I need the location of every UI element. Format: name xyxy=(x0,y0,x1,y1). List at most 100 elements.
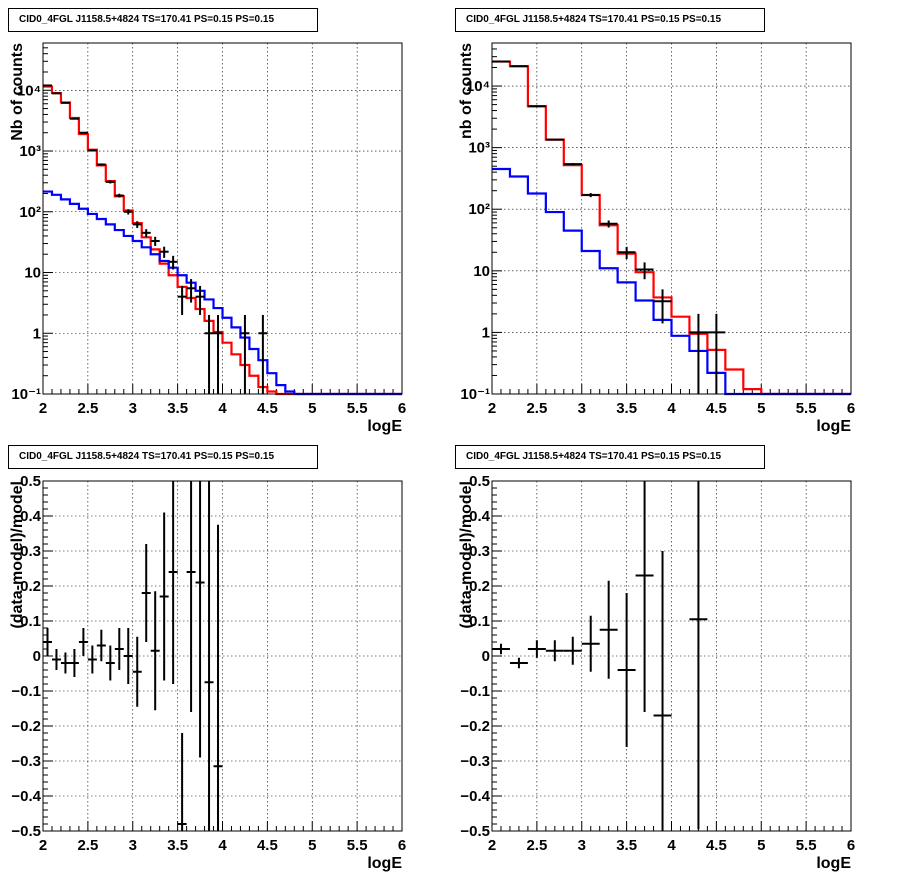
x-tick-label: 3.5 xyxy=(167,400,188,417)
data-point xyxy=(528,640,546,658)
data-point xyxy=(88,646,97,674)
pad-title: CID0_4FGL J1158.5+4824 TS=170.41 PS=0.15… xyxy=(8,8,318,32)
y-tick-label: 10² xyxy=(19,204,41,221)
data-point xyxy=(689,481,707,829)
x-tick-label: 5 xyxy=(757,400,765,417)
y-tick-label: −0.4 xyxy=(460,788,490,805)
y-tick-label: 10³ xyxy=(468,140,490,157)
x-tick-label: 4.5 xyxy=(257,837,278,854)
data-point xyxy=(707,314,725,394)
data-point xyxy=(546,139,564,140)
x-axis-label: logE xyxy=(367,418,402,435)
data-point xyxy=(133,637,142,707)
data-point xyxy=(97,163,106,165)
x-axis-label: logE xyxy=(367,855,402,872)
data-point xyxy=(142,544,151,642)
y-tick-label: 10² xyxy=(468,201,490,218)
x-tick-label: 6 xyxy=(847,400,855,417)
y-tick-label: 1 xyxy=(33,325,41,342)
data-point xyxy=(70,118,79,119)
x-tick-label: 5 xyxy=(308,400,316,417)
x-tick-label: 5 xyxy=(308,837,316,854)
data-point xyxy=(79,628,88,656)
data-point xyxy=(70,649,79,677)
x-tick-label: 2.5 xyxy=(77,837,98,854)
data-point xyxy=(169,481,178,684)
x-tick-label: 2.5 xyxy=(526,400,547,417)
x-tick-label: 5.5 xyxy=(796,837,817,854)
data-point xyxy=(88,150,97,152)
pad-title: CID0_4FGL J1158.5+4824 TS=170.41 PS=0.15… xyxy=(455,8,765,32)
x-tick-label: 2.5 xyxy=(77,400,98,417)
data-point xyxy=(510,658,528,669)
data-point xyxy=(187,481,196,712)
x-tick-label: 3.5 xyxy=(616,837,637,854)
y-tick-label: −0.2 xyxy=(460,718,490,735)
x-tick-label: 3.5 xyxy=(167,837,188,854)
y-tick-label: 10⁻¹ xyxy=(11,386,41,403)
data-point xyxy=(618,593,636,747)
y-tick-label: −0.1 xyxy=(460,683,490,700)
data-point xyxy=(636,481,654,712)
y-axis-label: nb of counts xyxy=(458,43,475,139)
x-tick-label: 5.5 xyxy=(347,400,368,417)
x-tick-label: 5.5 xyxy=(796,400,817,417)
data-point xyxy=(160,247,169,258)
data-point xyxy=(546,640,564,661)
y-tick-label: −0.2 xyxy=(11,718,41,735)
y-tick-label: −0.5 xyxy=(11,823,41,840)
data-point xyxy=(618,247,636,259)
y-tick-label: 0 xyxy=(482,648,490,665)
y-tick-label: 10 xyxy=(473,263,490,280)
data-point xyxy=(178,286,187,315)
data-point xyxy=(258,315,267,394)
y-tick-label: 10 xyxy=(24,265,41,282)
pad-title: CID0_4FGL J1158.5+4824 TS=170.41 PS=0.15… xyxy=(8,445,318,469)
x-tick-label: 3 xyxy=(578,400,586,417)
x-tick-label: 4 xyxy=(667,837,676,854)
data-point xyxy=(528,106,546,107)
data-point xyxy=(115,628,124,670)
data-point xyxy=(205,315,214,394)
data-point xyxy=(654,289,672,323)
data-point xyxy=(142,229,151,237)
data-point xyxy=(689,314,707,394)
x-axis-label: logE xyxy=(816,418,851,435)
x-tick-label: 3 xyxy=(129,400,137,417)
data-point xyxy=(600,581,618,679)
data-point xyxy=(240,315,249,394)
data-point xyxy=(214,525,223,831)
x-tick-label: 6 xyxy=(398,400,406,417)
x-tick-label: 4.5 xyxy=(257,400,278,417)
data-point xyxy=(97,630,106,662)
data-point xyxy=(178,733,187,831)
x-tick-label: 4 xyxy=(667,400,676,417)
y-tick-label: 10³ xyxy=(19,143,41,160)
data-point xyxy=(160,513,169,681)
x-tick-label: 5.5 xyxy=(347,837,368,854)
x-tick-label: 6 xyxy=(398,837,406,854)
y-tick-label: −0.1 xyxy=(11,683,41,700)
x-tick-label: 4 xyxy=(218,400,227,417)
data-point xyxy=(196,481,205,758)
y-tick-label: −0.3 xyxy=(11,753,41,770)
y-tick-label: −0.3 xyxy=(460,753,490,770)
data-point xyxy=(61,103,70,104)
x-tick-label: 3.5 xyxy=(616,400,637,417)
y-tick-label: 1 xyxy=(482,324,490,341)
data-point xyxy=(492,644,510,655)
data-point xyxy=(43,628,52,656)
data-point xyxy=(636,262,654,279)
pad-title: CID0_4FGL J1158.5+4824 TS=170.41 PS=0.15… xyxy=(455,445,765,469)
x-axis-label: logE xyxy=(816,855,851,872)
x-tick-label: 2.5 xyxy=(526,837,547,854)
data-point xyxy=(52,93,61,94)
x-tick-label: 3 xyxy=(578,837,586,854)
data-point xyxy=(79,132,88,133)
data-point xyxy=(582,193,600,197)
